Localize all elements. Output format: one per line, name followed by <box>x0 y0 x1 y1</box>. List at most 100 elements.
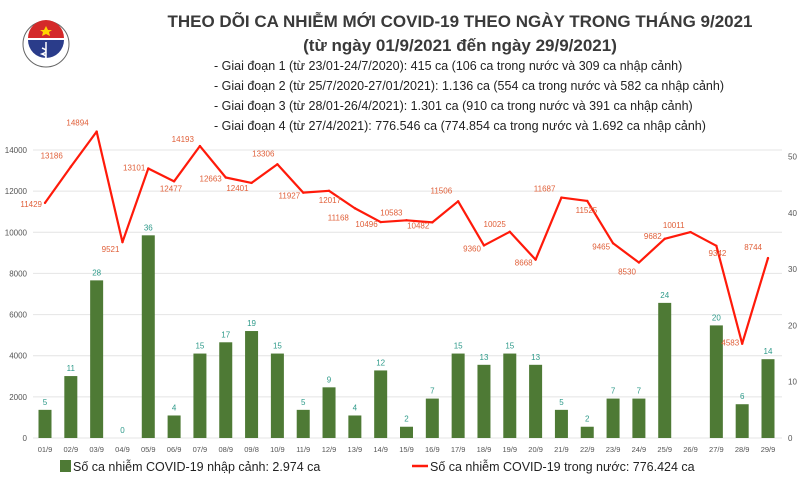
line-data-label: 11687 <box>534 185 556 194</box>
line-data-label: 11525 <box>576 206 598 215</box>
x-axis-tick-label: 19/9 <box>502 445 517 454</box>
line-point <box>740 342 744 345</box>
line-data-label: 12663 <box>200 175 223 184</box>
line-data-label: 8668 <box>515 259 533 268</box>
x-axis-tick-label: 24/9 <box>632 445 647 454</box>
line-data-label: 10025 <box>484 220 507 229</box>
bar <box>554 409 568 438</box>
line-data-label: 13306 <box>252 149 275 158</box>
line-point <box>198 144 202 148</box>
bar-data-label: 5 <box>559 398 564 407</box>
legend-label-imported: Số ca nhiễm COVID-19 nhập cảnh: 2.974 ca <box>73 459 320 474</box>
right-axis-tick-label: 50 <box>788 153 797 162</box>
line-point <box>663 237 666 241</box>
x-axis-tick-label: 29/9 <box>761 445 776 454</box>
bar <box>193 353 207 438</box>
line-point <box>611 242 615 245</box>
line-data-label: 10496 <box>355 220 378 229</box>
line-point <box>302 191 305 194</box>
x-axis-tick-label: 26/9 <box>683 445 698 454</box>
line-data-label: 9682 <box>644 232 662 241</box>
line-data-label: 11168 <box>328 213 350 222</box>
x-axis-tick-label: 15/9 <box>399 445 414 454</box>
line-data-label: 9342 <box>709 249 727 258</box>
line-point <box>560 196 563 199</box>
bar-data-label: 7 <box>611 387 616 396</box>
bar-data-label: 5 <box>301 398 306 407</box>
x-axis-tick-label: 21/9 <box>554 445 569 454</box>
bar <box>451 353 465 438</box>
line-point <box>121 240 124 244</box>
line-data-label: 8744 <box>744 243 762 252</box>
bar-data-label: 13 <box>531 353 540 362</box>
x-axis-tick-label: 08/9 <box>218 445 233 454</box>
x-axis-tick-label: 13/9 <box>348 445 363 454</box>
line-point <box>637 261 641 264</box>
line-data-label: 8530 <box>618 268 636 277</box>
x-axis-tick-label: 25/9 <box>657 445 672 454</box>
x-axis-tick-label: 04/9 <box>115 445 130 454</box>
bar-data-label: 15 <box>454 342 463 351</box>
line-point <box>586 199 589 203</box>
line-point <box>95 130 98 133</box>
bar-data-label: 15 <box>195 342 204 351</box>
bar-data-label: 24 <box>660 291 669 300</box>
bar <box>632 398 646 438</box>
right-axis-tick-label: 0 <box>788 434 793 443</box>
left-axis-tick-label: 2000 <box>9 393 27 402</box>
bar-data-label: 6 <box>740 392 745 401</box>
line-data-label: 10583 <box>380 208 403 217</box>
line-data-label: 13186 <box>41 152 64 161</box>
x-axis-tick-label: 02/9 <box>64 445 79 454</box>
bar <box>400 426 413 438</box>
bar-data-label: 14 <box>764 347 773 356</box>
bar <box>374 370 388 438</box>
phase-1-text: - Giai đoạn 1 (từ 23/01-24/7/2020): 415 … <box>214 59 683 73</box>
line-point <box>431 221 434 224</box>
bar <box>477 364 491 438</box>
line-point <box>224 176 227 179</box>
line-point <box>766 256 770 260</box>
line-point <box>534 258 537 261</box>
line-point <box>147 167 150 170</box>
line-data-label: 11506 <box>430 186 452 195</box>
line-point <box>172 180 176 183</box>
x-axis-tick-label: 09/8 <box>244 445 259 454</box>
line-point <box>689 230 692 234</box>
x-axis-tick-label: 03/9 <box>89 445 104 454</box>
legend-swatch-imported <box>60 460 71 472</box>
line-data-label: 11927 <box>279 192 301 201</box>
right-axis-tick-label: 20 <box>788 321 797 330</box>
bar <box>38 409 52 438</box>
bar <box>90 280 104 438</box>
line-point <box>250 181 253 185</box>
line-data-label: 14894 <box>66 119 89 128</box>
bar-data-label: 7 <box>430 387 435 396</box>
right-axis-tick-label: 30 <box>788 265 797 274</box>
x-axis-tick-label: 01/9 <box>38 445 53 454</box>
bar <box>296 409 310 438</box>
bar <box>64 376 78 438</box>
x-axis-tick-label: 28/9 <box>735 445 750 454</box>
left-axis-tick-label: 0 <box>23 434 28 443</box>
left-axis-tick-label: 12000 <box>5 187 28 196</box>
bar-data-label: 5 <box>43 398 48 407</box>
bar-data-label: 4 <box>353 403 358 412</box>
right-axis-tick-label: 10 <box>788 378 797 387</box>
left-axis-tick-label: 8000 <box>9 269 27 278</box>
line-point <box>715 244 718 248</box>
x-axis-tick-label: 23/9 <box>606 445 621 454</box>
left-axis-tick-label: 10000 <box>5 228 28 237</box>
line-data-label: 13101 <box>123 163 146 172</box>
bar <box>245 331 259 438</box>
bar-data-label: 17 <box>221 330 230 339</box>
bar-data-label: 15 <box>273 342 282 351</box>
ministry-of-health-logo <box>22 20 70 68</box>
x-axis-tick-label: 27/9 <box>709 445 724 454</box>
line-point <box>482 244 486 247</box>
bar-data-label: 0 <box>120 426 125 435</box>
x-axis-tick-label: 11/9 <box>296 445 310 454</box>
bar-data-label: 4 <box>172 403 177 412</box>
line-point <box>327 189 331 192</box>
